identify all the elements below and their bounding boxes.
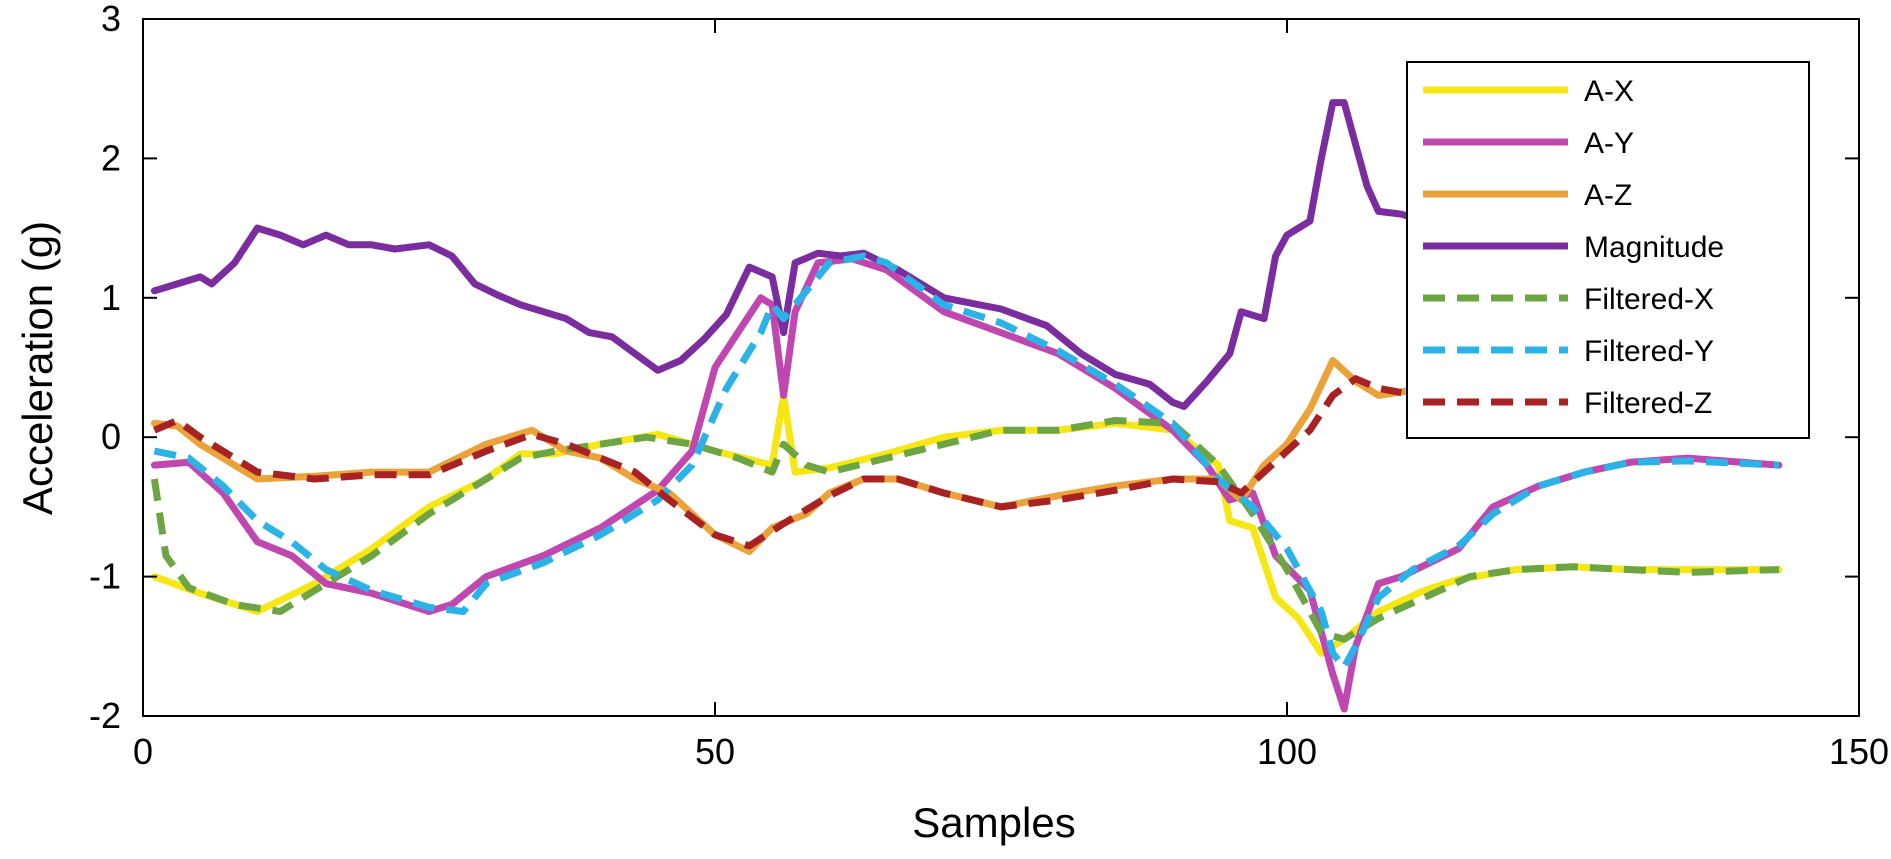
legend-label-magnitude: Magnitude bbox=[1584, 231, 1724, 264]
x-tick-label: 0 bbox=[133, 731, 153, 772]
y-axis-label: Acceleration (g) bbox=[14, 221, 61, 515]
legend-label-filtered-x: Filtered-X bbox=[1584, 283, 1714, 316]
legend-box bbox=[1406, 61, 1810, 439]
tick-layer: 0 50 100 150 -2 -1 0 1 2 3 bbox=[89, 0, 1889, 772]
legend-label-a-x: A-X bbox=[1584, 75, 1634, 108]
series-layer bbox=[150, 99, 1783, 713]
legend-label-a-y: A-Y bbox=[1584, 127, 1634, 160]
legend-label-a-z: A-Z bbox=[1584, 179, 1632, 212]
series-line-filtered-y bbox=[153, 252, 1780, 671]
legend: A-X A-Y A-Z Magnitude Filtered-X Filtered-Y Fi… bbox=[1406, 61, 1810, 439]
y-tick-label: -1 bbox=[89, 556, 121, 597]
series-line-magnitude bbox=[150, 99, 1428, 410]
x-tick-label: 50 bbox=[695, 731, 735, 772]
x-tick-label: 150 bbox=[1829, 731, 1889, 772]
series-line-a-y bbox=[150, 255, 1783, 713]
series-line-filtered-z bbox=[153, 375, 1403, 550]
x-axis-label: Samples bbox=[912, 799, 1075, 846]
y-tick-label: 3 bbox=[101, 0, 121, 39]
y-tick-label: 0 bbox=[101, 416, 121, 457]
plot-area-frame bbox=[142, 18, 1860, 717]
y-tick-label: 2 bbox=[101, 137, 121, 178]
series-line-filtered-x bbox=[150, 417, 1780, 643]
y-tick-label: 1 bbox=[101, 277, 121, 318]
legend-label-filtered-z: Filtered-Z bbox=[1584, 387, 1712, 420]
legend-label-filtered-y: Filtered-Y bbox=[1584, 335, 1714, 368]
y-tick-label: -2 bbox=[89, 695, 121, 736]
x-tick-label: 100 bbox=[1257, 731, 1317, 772]
